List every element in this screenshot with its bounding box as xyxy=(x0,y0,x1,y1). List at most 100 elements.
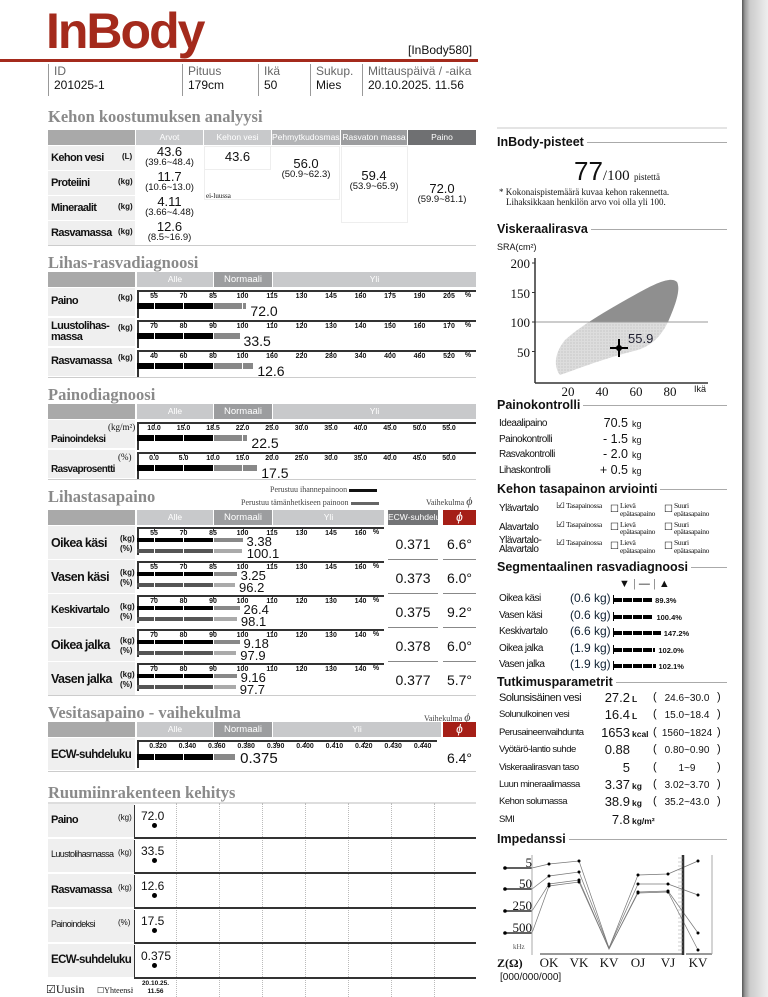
research-label: SMI xyxy=(499,813,515,825)
bar-separator xyxy=(153,435,155,441)
phase-column-header: ϕ xyxy=(443,510,476,525)
fat-free-box xyxy=(341,146,408,223)
checkbox-icon[interactable]: ☐ xyxy=(97,986,105,995)
tick-label: 140 xyxy=(354,632,367,639)
weight-control-value: 70.5 xyxy=(603,416,628,430)
balance-option[interactable]: ☐ Lievä epätasapaino xyxy=(610,539,663,554)
checkbox-checked-icon[interactable]: ☑ xyxy=(46,984,56,996)
bar-separator xyxy=(183,435,184,441)
score-note-line: Lihaksikkaan henkilön arvo voi olla yli … xyxy=(506,197,666,207)
row-unit: (kg/m²) xyxy=(108,422,136,432)
tick-mark xyxy=(331,664,332,667)
tick-label: 140 xyxy=(354,323,367,330)
tick-mark xyxy=(272,596,273,599)
tick-mark xyxy=(331,351,332,354)
segmental-fat-bar xyxy=(613,614,654,619)
ecw-value: 0.375 xyxy=(395,604,431,620)
tick-label: 160 xyxy=(266,353,278,360)
research-range: 3.02~3.70 xyxy=(664,780,710,791)
tick-label: 0.440 xyxy=(413,743,432,750)
row-label-cell xyxy=(48,318,135,346)
tick-label: 55 xyxy=(150,293,158,300)
checkbox-icon[interactable]: ☐ xyxy=(664,503,673,515)
balance-option-label: Lievä epätasapaino xyxy=(620,539,656,554)
info-label: Mittauspäivä / -aika xyxy=(368,64,472,78)
tick-label: 100 xyxy=(236,293,249,300)
tick-mark xyxy=(242,528,244,531)
balance-option[interactable]: ☐ Lievä epätasapaino xyxy=(610,502,663,517)
research-unit: kg xyxy=(632,798,642,809)
research-label: Solunulkoinen vesi xyxy=(499,709,570,721)
composition-row-unit: (kg) xyxy=(118,202,133,211)
muscle-fat-title: Lihas-rasvadiagnoosi xyxy=(48,253,199,272)
tick-label: 5.0 xyxy=(178,455,189,462)
balance-option[interactable]: ☐ Suuri epätasapaino xyxy=(664,539,718,554)
balance-option[interactable]: ☐ Suuri epätasapaino xyxy=(664,502,718,517)
tick-label: 100 xyxy=(236,564,249,571)
impedance-point xyxy=(666,890,670,894)
kg-value: 9.18 xyxy=(243,636,269,651)
visceral-title: Viskeraalirasva xyxy=(497,222,727,236)
pct-value: 100.1 xyxy=(246,546,280,561)
checkbox-icon[interactable]: ☐ xyxy=(610,522,619,533)
tick-label: 0.400 xyxy=(296,743,314,750)
segmental-fat-bar xyxy=(613,631,661,635)
tick-mark xyxy=(154,291,155,294)
balance-option[interactable]: ☑ Tasapainossa xyxy=(556,521,609,529)
tick-mark xyxy=(183,630,185,633)
checkbox-icon[interactable]: ☐ xyxy=(610,503,619,515)
history-grid-line xyxy=(219,803,220,997)
tick-label: 60 xyxy=(179,353,188,360)
checkbox-checked-icon[interactable]: ☑ xyxy=(556,520,565,529)
row-bar-under xyxy=(137,465,213,471)
tick-label: 80 xyxy=(179,632,188,639)
phase-value: 6.0° xyxy=(446,638,473,654)
section-bottom-line xyxy=(48,377,476,378)
impedance-title: Impedanssi xyxy=(497,832,727,846)
balance-option[interactable]: ☐ Lievä epätasapaino xyxy=(610,521,663,536)
balance-option[interactable]: ☑ Tasapainossa xyxy=(556,539,609,547)
pct-value: 97.9 xyxy=(240,648,266,663)
bar-separator xyxy=(153,333,155,339)
tick-mark xyxy=(213,351,214,354)
info-field: Mittauspäivä / -aika 20.10.2025. 11.56 xyxy=(362,64,471,96)
checkbox-icon[interactable]: ☐ xyxy=(664,540,673,552)
value: 59.4 xyxy=(361,168,387,183)
info-field: ID 201025-1 xyxy=(48,64,105,96)
paren-open: ( xyxy=(653,795,657,808)
tick-label: 205 xyxy=(443,293,455,300)
tick-label: 130 xyxy=(325,598,337,605)
tick-mark xyxy=(154,423,155,426)
weight-control-unit: kg xyxy=(632,419,642,429)
tick-mark xyxy=(154,351,155,354)
info-field: Pituus 179cm xyxy=(182,64,224,96)
tick-mark xyxy=(301,562,303,565)
checkbox-checked-icon[interactable]: ☑ xyxy=(556,502,565,510)
tick-label: 90 xyxy=(209,632,217,639)
balance-option[interactable]: ☑ Tasapainossa xyxy=(556,502,609,510)
history-point xyxy=(152,858,157,863)
history-value: 0.375 xyxy=(141,949,172,963)
legend-ideal-label: Perustuu ihannepainoon xyxy=(270,485,348,494)
impedance-values: [000/000/000] xyxy=(500,972,562,983)
row-bar-under xyxy=(137,333,213,339)
tick-label: 130 xyxy=(325,323,337,330)
scale-axis xyxy=(137,350,476,352)
balance-option[interactable]: ☐ Suuri epätasapaino xyxy=(664,521,718,536)
tick-mark xyxy=(213,562,214,565)
impedance-point xyxy=(696,893,700,897)
tick-mark xyxy=(272,630,273,633)
row-bar-normal xyxy=(214,333,240,339)
tick-mark xyxy=(301,596,303,599)
history-baseline xyxy=(134,977,476,979)
checkbox-checked-icon[interactable]: ☑ xyxy=(556,539,565,547)
total-option[interactable]: ☐Yhteensä xyxy=(97,986,133,995)
history-baseline xyxy=(134,872,476,874)
tick-label: 110 xyxy=(266,632,278,639)
checkbox-icon[interactable]: ☐ xyxy=(610,540,619,552)
tick-mark xyxy=(183,528,185,531)
checkbox-icon[interactable]: ☐ xyxy=(664,522,673,533)
tick-label: 120 xyxy=(295,323,308,330)
latest-option[interactable]: ☑Uusin xyxy=(46,982,85,997)
phi-icon: ϕ xyxy=(466,494,473,508)
